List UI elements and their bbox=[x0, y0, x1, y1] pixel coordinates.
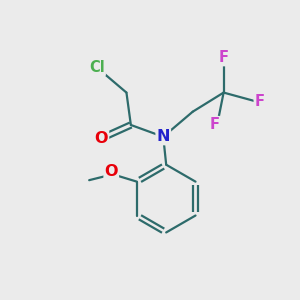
Text: F: F bbox=[219, 50, 229, 65]
Text: F: F bbox=[254, 94, 265, 109]
Text: F: F bbox=[209, 117, 219, 132]
Text: Cl: Cl bbox=[89, 60, 105, 75]
Text: O: O bbox=[95, 131, 108, 146]
Text: O: O bbox=[104, 164, 118, 179]
Text: N: N bbox=[157, 129, 170, 144]
